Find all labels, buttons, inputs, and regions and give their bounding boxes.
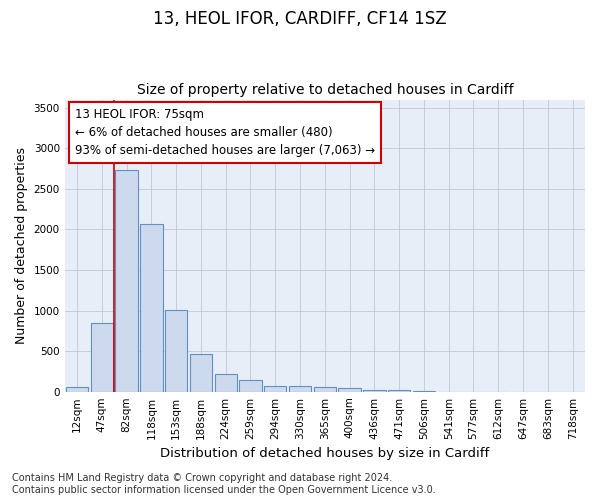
- Y-axis label: Number of detached properties: Number of detached properties: [15, 147, 28, 344]
- Bar: [91, 322, 113, 392]
- Bar: [314, 387, 336, 392]
- Bar: [115, 170, 138, 392]
- Text: Contains HM Land Registry data © Crown copyright and database right 2024.
Contai: Contains HM Land Registry data © Crown c…: [12, 474, 436, 495]
- Bar: [66, 387, 88, 392]
- Title: Size of property relative to detached houses in Cardiff: Size of property relative to detached ho…: [137, 83, 513, 97]
- Bar: [289, 386, 311, 392]
- Bar: [338, 388, 361, 392]
- Bar: [264, 386, 286, 392]
- Bar: [165, 310, 187, 392]
- Bar: [190, 354, 212, 392]
- Bar: [215, 374, 237, 392]
- Text: 13, HEOL IFOR, CARDIFF, CF14 1SZ: 13, HEOL IFOR, CARDIFF, CF14 1SZ: [153, 10, 447, 28]
- Bar: [363, 390, 386, 392]
- Bar: [239, 380, 262, 392]
- Text: 13 HEOL IFOR: 75sqm
← 6% of detached houses are smaller (480)
93% of semi-detach: 13 HEOL IFOR: 75sqm ← 6% of detached hou…: [75, 108, 375, 158]
- Bar: [388, 390, 410, 392]
- Bar: [140, 224, 163, 392]
- X-axis label: Distribution of detached houses by size in Cardiff: Distribution of detached houses by size …: [160, 447, 490, 460]
